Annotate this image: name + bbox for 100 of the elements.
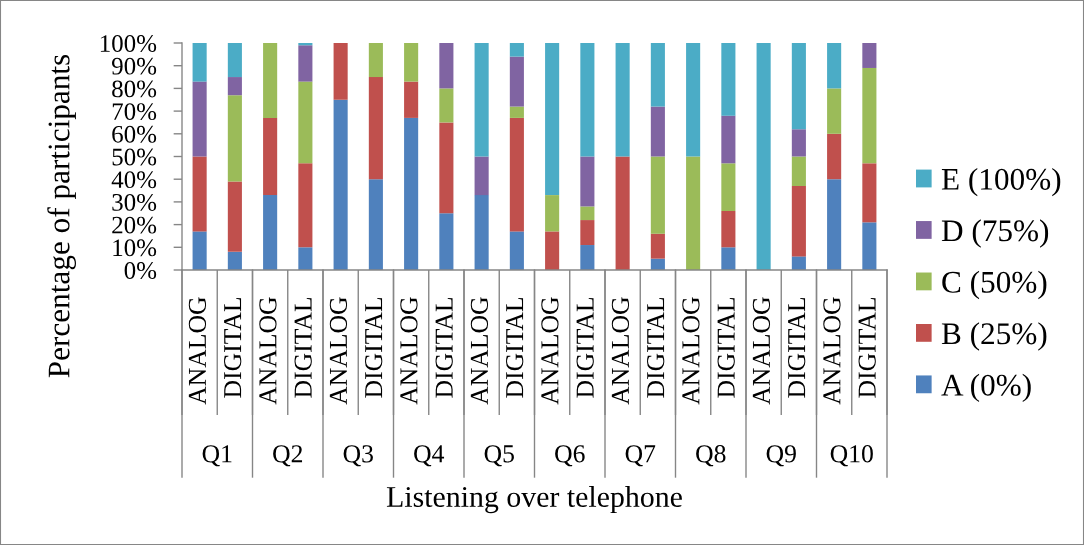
bar bbox=[545, 231, 560, 270]
bar bbox=[192, 156, 207, 232]
bar bbox=[791, 43, 806, 130]
y-tick-label: 20% bbox=[112, 216, 157, 234]
text: Q2 bbox=[273, 445, 303, 467]
x-tick-label: ANALOG bbox=[470, 297, 489, 405]
x-tick-label: ANALOG bbox=[259, 297, 277, 405]
bar bbox=[368, 179, 383, 270]
bar bbox=[580, 206, 595, 221]
x-tick-label: ANALOG bbox=[541, 297, 559, 405]
x-tick-label: ANALOG bbox=[400, 297, 418, 405]
bar bbox=[721, 163, 736, 211]
bar bbox=[298, 163, 313, 248]
bar bbox=[263, 195, 278, 270]
bar bbox=[862, 67, 877, 164]
y-axis-title: Percentage of participants bbox=[47, 54, 76, 378]
bar bbox=[650, 106, 665, 157]
text: Q9 bbox=[766, 445, 796, 467]
bar bbox=[227, 43, 242, 78]
x-tick-label: DIGITAL bbox=[576, 297, 594, 398]
x-tick-label: ANALOG bbox=[752, 297, 771, 405]
bar bbox=[368, 77, 383, 180]
bar bbox=[509, 56, 524, 107]
y-tick-label: 40% bbox=[111, 171, 157, 189]
y-tick-label: 70% bbox=[112, 103, 157, 121]
bar bbox=[650, 233, 665, 259]
bar bbox=[580, 156, 595, 207]
bar bbox=[192, 81, 207, 157]
x-tick-label: DIGITAL bbox=[224, 297, 242, 398]
x-tick-label: DIGITAL bbox=[506, 297, 524, 398]
bar bbox=[721, 247, 736, 270]
bar bbox=[439, 43, 454, 89]
bar bbox=[721, 210, 736, 248]
bar bbox=[827, 133, 842, 180]
text: Q8 bbox=[696, 445, 726, 467]
y-tick-label: 60% bbox=[112, 125, 157, 143]
bar bbox=[615, 43, 630, 157]
bar bbox=[227, 251, 242, 270]
bar bbox=[791, 186, 806, 257]
bar bbox=[333, 99, 348, 270]
bar bbox=[721, 115, 736, 164]
y-tick-label: 100% bbox=[100, 35, 157, 52]
bar bbox=[580, 220, 595, 246]
bar bbox=[509, 117, 524, 232]
bar bbox=[650, 156, 665, 234]
x-tick-label: ANALOG bbox=[329, 297, 348, 405]
legend-label: C (50%) bbox=[942, 270, 1047, 300]
y-tick-label: 10% bbox=[113, 239, 157, 257]
bar bbox=[227, 77, 242, 96]
x-tick-label: DIGITAL bbox=[858, 297, 876, 398]
x-tick-label: ANALOG bbox=[682, 297, 700, 405]
legend-label: E (100%) bbox=[941, 167, 1061, 197]
x-tick-label: DIGITAL bbox=[294, 297, 312, 398]
bar bbox=[721, 43, 736, 116]
bar bbox=[298, 247, 313, 270]
bar bbox=[227, 95, 242, 182]
legend-label: A (0%) bbox=[941, 373, 1031, 403]
y-tick-label: 0% bbox=[124, 262, 157, 279]
bar bbox=[298, 45, 313, 82]
x-tick-label: DIGITAL bbox=[435, 297, 453, 398]
bar bbox=[545, 43, 560, 196]
bar bbox=[227, 181, 242, 252]
legend-label: B (25%) bbox=[941, 322, 1047, 351]
x-tick-label: ANALOG bbox=[823, 297, 841, 405]
y-tick-label: 30% bbox=[112, 193, 157, 211]
bar bbox=[192, 43, 207, 82]
text: Q7 bbox=[625, 445, 656, 467]
bar bbox=[404, 117, 419, 270]
bar bbox=[862, 163, 877, 223]
text: Q6 bbox=[555, 445, 585, 467]
bar bbox=[545, 195, 560, 232]
bar bbox=[509, 231, 524, 270]
bar bbox=[827, 88, 842, 134]
x-tick-label: DIGITAL bbox=[365, 297, 383, 398]
bar bbox=[580, 245, 595, 270]
text: Q10 bbox=[830, 445, 873, 467]
bar bbox=[439, 88, 454, 123]
bar bbox=[404, 43, 419, 82]
x-tick-label: DIGITAL bbox=[647, 297, 665, 398]
y-tick-label: 50% bbox=[112, 148, 157, 166]
x-tick-label: ANALOG bbox=[188, 297, 207, 405]
bar bbox=[791, 156, 806, 187]
text: Q1 bbox=[202, 445, 232, 467]
bar bbox=[862, 222, 877, 270]
bar bbox=[474, 43, 489, 157]
bar bbox=[263, 43, 278, 118]
bar bbox=[650, 43, 665, 107]
bar bbox=[298, 81, 313, 164]
bar bbox=[827, 179, 842, 270]
bar bbox=[791, 256, 806, 270]
legend-label: D (75%) bbox=[941, 219, 1049, 248]
bar bbox=[686, 156, 701, 270]
bar bbox=[862, 43, 877, 68]
bar bbox=[404, 81, 419, 118]
bar bbox=[474, 195, 489, 270]
text: Q3 bbox=[343, 445, 373, 467]
bar bbox=[263, 117, 278, 196]
bar bbox=[686, 43, 701, 157]
y-tick-label: 90% bbox=[111, 57, 157, 75]
text: Q4 bbox=[414, 445, 445, 467]
